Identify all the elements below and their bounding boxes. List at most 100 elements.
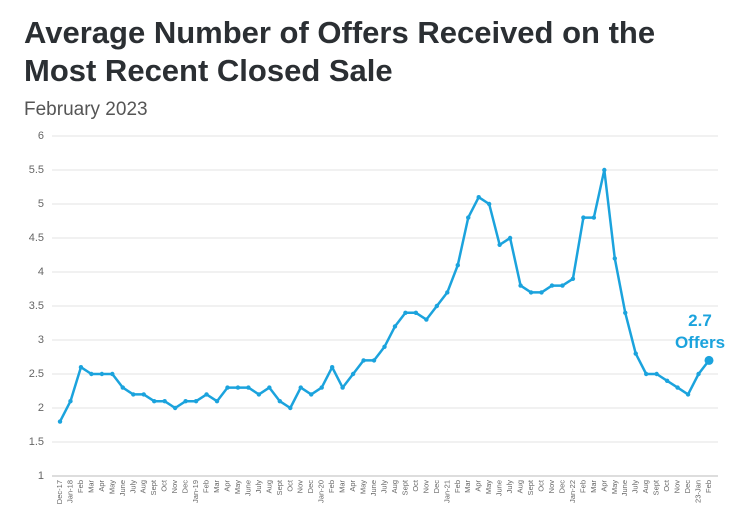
point <box>455 263 460 268</box>
x-tick-label: July <box>379 480 388 494</box>
point <box>361 358 366 363</box>
x-tick-label: May <box>484 480 493 494</box>
y-tick-label: 5.5 <box>29 164 44 176</box>
annotation: 2.7 Offers <box>674 311 726 352</box>
x-tick-label: Dec <box>683 480 692 494</box>
point <box>120 385 126 390</box>
x-tick-label: Oct <box>285 479 294 492</box>
x-tick-label: Dec <box>306 480 315 494</box>
y-tick-label: 3 <box>38 334 44 346</box>
y-tick-label: 5 <box>38 198 44 210</box>
x-tick-label: Feb <box>202 480 211 493</box>
x-tick-label: July <box>631 480 640 494</box>
point <box>643 371 649 377</box>
point <box>612 256 617 261</box>
x-tick-label: Feb <box>76 480 85 493</box>
x-tick-label: Jan-19 <box>191 480 200 503</box>
x-tick-label: Aug <box>390 480 399 493</box>
point <box>549 283 555 288</box>
x-tick-label: Apr <box>97 479 106 491</box>
x-tick-label: Aug <box>264 480 273 493</box>
point <box>560 283 565 288</box>
x-tick-label: Nov <box>673 480 682 494</box>
x-tick-label: Apr <box>474 479 483 491</box>
x-tick-label: Aug <box>641 480 650 493</box>
point <box>99 371 105 377</box>
point <box>309 392 314 397</box>
point <box>518 283 523 288</box>
x-tick-label: Dec <box>432 480 441 494</box>
point <box>696 371 701 377</box>
point <box>403 310 408 315</box>
point <box>246 385 251 390</box>
x-tick-label: June <box>118 480 127 496</box>
x-tick-label: Jan-20 <box>317 480 326 503</box>
y-tick-label: 4 <box>38 266 44 278</box>
point <box>539 290 544 295</box>
point <box>350 371 356 377</box>
x-tick-label: Dec-17 <box>55 480 64 504</box>
x-tick-label: Sept <box>275 479 284 495</box>
point <box>602 167 607 173</box>
x-tick-label: May <box>107 480 116 494</box>
x-tick-label: Nov <box>170 480 179 494</box>
x-tick-label: May <box>233 480 242 494</box>
x-tick-label: May <box>610 480 619 494</box>
point <box>298 385 303 390</box>
point <box>486 201 492 207</box>
x-tick-label: Oct <box>537 479 546 492</box>
point <box>570 276 576 281</box>
y-tick-label: 1.5 <box>29 436 44 448</box>
point <box>172 405 178 411</box>
x-tick-label: Oct <box>411 479 420 492</box>
point <box>591 215 597 220</box>
x-tick-label: July <box>254 480 263 494</box>
point <box>497 242 502 247</box>
point <box>382 344 387 349</box>
point <box>288 405 293 411</box>
point <box>131 392 136 397</box>
y-tick-label: 6 <box>38 130 44 142</box>
chart-subtitle: February 2023 <box>24 99 148 120</box>
x-tick-label: Jan-22 <box>568 480 577 503</box>
x-tick-label: Mar <box>589 480 598 493</box>
point <box>685 392 691 397</box>
point <box>466 215 471 220</box>
x-tick-label: Jan-18 <box>65 480 74 503</box>
point <box>434 303 440 309</box>
point <box>704 355 714 365</box>
x-tick-label: Sept <box>149 479 158 495</box>
x-tick-label: June <box>369 480 378 496</box>
x-tick-label: Aug <box>139 480 148 493</box>
x-tick-label: Feb <box>704 480 713 493</box>
point <box>141 392 146 397</box>
x-tick-label: Nov <box>547 480 556 494</box>
point <box>664 378 670 383</box>
point <box>445 290 450 295</box>
point <box>162 399 167 404</box>
x-tick-label: Apr <box>348 479 357 491</box>
y-tick-label: 3.5 <box>29 300 44 312</box>
point <box>675 385 680 390</box>
x-tick-label: Dec <box>557 480 566 494</box>
x-tick-label: May <box>359 480 368 494</box>
y-tick-label: 4.5 <box>29 232 44 244</box>
x-tick-label: June <box>495 480 504 496</box>
point <box>152 399 157 404</box>
x-tick-label: June <box>243 480 252 496</box>
y-tick-label: 2.5 <box>29 368 44 380</box>
x-tick-label: Feb <box>327 480 336 493</box>
point <box>193 399 199 404</box>
point <box>225 385 230 390</box>
point <box>654 371 659 377</box>
x-tick-label: Sept <box>526 479 535 495</box>
line <box>58 168 710 423</box>
x-tick-label: Mar <box>212 480 221 493</box>
point <box>329 365 335 370</box>
point <box>581 215 586 220</box>
point <box>340 385 345 390</box>
point <box>507 235 513 241</box>
x-tick-label: Nov <box>421 480 430 494</box>
point <box>57 419 63 424</box>
